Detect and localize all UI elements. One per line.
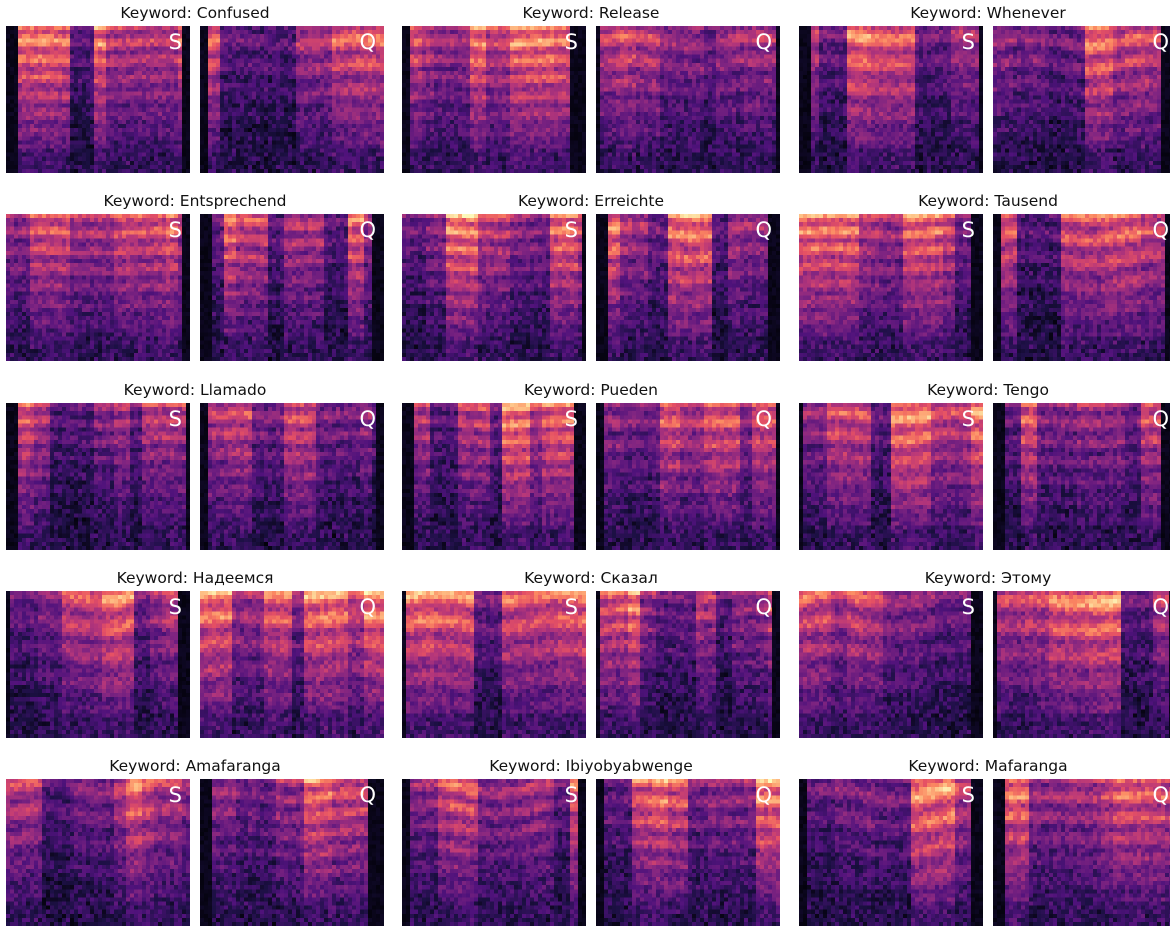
keyword-title: Keyword: Llamado [6,377,384,403]
query-label: Q [1152,407,1169,431]
support-spectrogram: S [6,214,190,361]
keyword-title: Keyword: Whenever [799,0,1170,26]
keyword-panel: Keyword: Сказал S Q [402,565,780,738]
support-spectrogram: S [799,26,983,173]
keyword-panel: Keyword: Llamado S Q [6,377,384,550]
support-label: S [565,783,578,807]
query-label: Q [1152,783,1169,807]
support-spectrogram: S [402,779,586,926]
support-spectrogram: S [799,779,983,926]
keyword-title: Keyword: Release [402,0,780,26]
keyword-panel: Keyword: Tengo S Q [799,377,1170,550]
query-spectrogram: Q [200,591,384,738]
query-spectrogram: Q [596,591,780,738]
keyword-title: Keyword: Amafaranga [6,753,384,779]
keyword-title: Keyword: Сказал [402,565,780,591]
query-label: Q [359,30,376,54]
support-label: S [169,30,182,54]
keyword-panel: Keyword: Whenever S Q [799,0,1170,173]
keyword-panel: Keyword: Tausend S Q [799,188,1170,361]
support-label: S [169,218,182,242]
keyword-title: Keyword: Erreichte [402,188,780,214]
query-spectrogram: Q [596,214,780,361]
support-label: S [565,30,578,54]
keyword-title: Keyword: Entsprechend [6,188,384,214]
keyword-title: Keyword: Надеемся [6,565,384,591]
query-label: Q [359,218,376,242]
query-label: Q [359,407,376,431]
query-spectrogram: Q [993,26,1170,173]
keyword-panel: Keyword: Этому S Q [799,565,1170,738]
query-label: Q [1152,30,1169,54]
support-label: S [962,595,975,619]
keyword-panel: Keyword: Erreichte S Q [402,188,780,361]
support-spectrogram: S [799,591,983,738]
support-spectrogram: S [6,591,190,738]
query-spectrogram: Q [200,403,384,550]
support-spectrogram: S [402,214,586,361]
query-spectrogram: Q [993,214,1170,361]
keyword-panel: Keyword: Release S Q [402,0,780,173]
query-spectrogram: Q [596,403,780,550]
query-spectrogram: Q [596,779,780,926]
query-label: Q [359,595,376,619]
keyword-panel: Keyword: Надеемся S Q [6,565,384,738]
query-label: Q [755,30,772,54]
query-spectrogram: Q [993,591,1170,738]
query-label: Q [1152,218,1169,242]
query-label: Q [359,783,376,807]
keyword-panel: Keyword: Mafaranga S Q [799,753,1170,926]
support-label: S [169,783,182,807]
query-spectrogram: Q [200,26,384,173]
support-label: S [962,407,975,431]
query-label: Q [755,218,772,242]
keyword-panel: Keyword: Pueden S Q [402,377,780,550]
query-spectrogram: Q [993,779,1170,926]
support-label: S [169,595,182,619]
support-spectrogram: S [6,403,190,550]
support-label: S [565,407,578,431]
query-label: Q [755,407,772,431]
keyword-title: Keyword: Этому [799,565,1170,591]
keyword-panel: Keyword: Amafaranga S Q [6,753,384,926]
support-spectrogram: S [402,403,586,550]
query-spectrogram: Q [596,26,780,173]
support-label: S [962,218,975,242]
keyword-panel: Keyword: Confused S Q [6,0,384,173]
query-label: Q [755,783,772,807]
keyword-title: Keyword: Ibiyobyabwenge [402,753,780,779]
keyword-panel: Keyword: Entsprechend S Q [6,188,384,361]
support-spectrogram: S [402,26,586,173]
support-spectrogram: S [799,214,983,361]
support-label: S [962,783,975,807]
support-label: S [565,595,578,619]
query-spectrogram: Q [993,403,1170,550]
query-spectrogram: Q [200,214,384,361]
keyword-title: Keyword: Confused [6,0,384,26]
keyword-title: Keyword: Tengo [799,377,1170,403]
support-spectrogram: S [6,26,190,173]
support-spectrogram: S [799,403,983,550]
support-label: S [962,30,975,54]
query-label: Q [1152,595,1169,619]
support-label: S [565,218,578,242]
keyword-title: Keyword: Pueden [402,377,780,403]
keyword-panel: Keyword: Ibiyobyabwenge S Q [402,753,780,926]
query-label: Q [755,595,772,619]
support-label: S [169,407,182,431]
keyword-title: Keyword: Mafaranga [799,753,1170,779]
support-spectrogram: S [402,591,586,738]
support-spectrogram: S [6,779,190,926]
query-spectrogram: Q [200,779,384,926]
keyword-title: Keyword: Tausend [799,188,1170,214]
